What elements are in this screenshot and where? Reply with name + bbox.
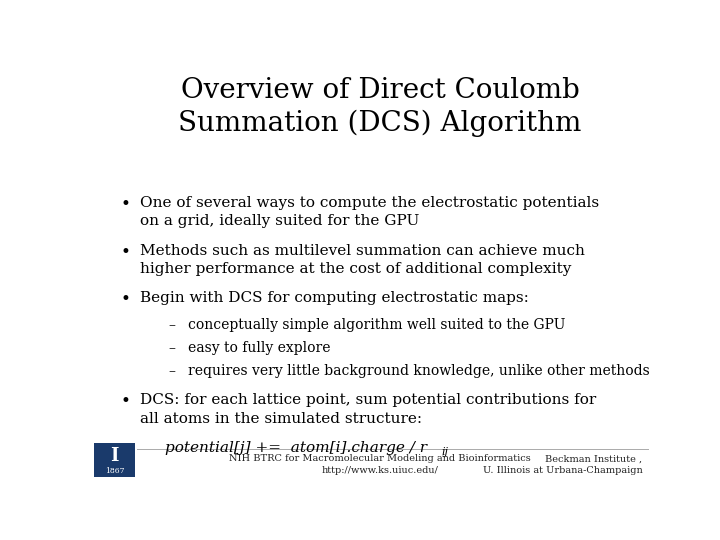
Text: •: • [121,196,130,213]
Text: requires very little background knowledge, unlike other methods: requires very little background knowledg… [188,364,649,378]
Text: –: – [168,319,175,333]
Text: –: – [168,341,175,355]
Text: ij: ij [441,447,449,457]
Text: Beckman Institute ,
U. Illinois at Urbana-Champaign: Beckman Institute , U. Illinois at Urban… [482,454,642,475]
Text: Begin with DCS for computing electrostatic maps:: Begin with DCS for computing electrostat… [140,292,529,306]
Text: •: • [121,393,130,410]
Text: I: I [110,447,119,465]
Text: easy to fully explore: easy to fully explore [188,341,330,355]
Text: Overview of Direct Coulomb
Summation (DCS) Algorithm: Overview of Direct Coulomb Summation (DC… [179,77,582,137]
Text: 1867: 1867 [105,467,125,475]
Text: One of several ways to compute the electrostatic potentials
on a grid, ideally s: One of several ways to compute the elect… [140,196,599,228]
FancyBboxPatch shape [94,443,135,477]
Text: –: – [168,364,175,378]
Text: •: • [121,292,130,308]
Text: DCS: for each lattice point, sum potential contributions for
all atoms in the si: DCS: for each lattice point, sum potenti… [140,393,596,426]
Text: conceptually simple algorithm well suited to the GPU: conceptually simple algorithm well suite… [188,319,565,333]
Text: NIH BTRC for Macromolecular Modeling and Bioinformatics
http://www.ks.uiuc.edu/: NIH BTRC for Macromolecular Modeling and… [229,454,531,475]
Text: •: • [121,244,130,261]
Text: Methods such as multilevel summation can achieve much
higher performance at the : Methods such as multilevel summation can… [140,244,585,276]
Text: potential[j] +=  atom[i].charge / r: potential[j] += atom[i].charge / r [166,441,428,455]
